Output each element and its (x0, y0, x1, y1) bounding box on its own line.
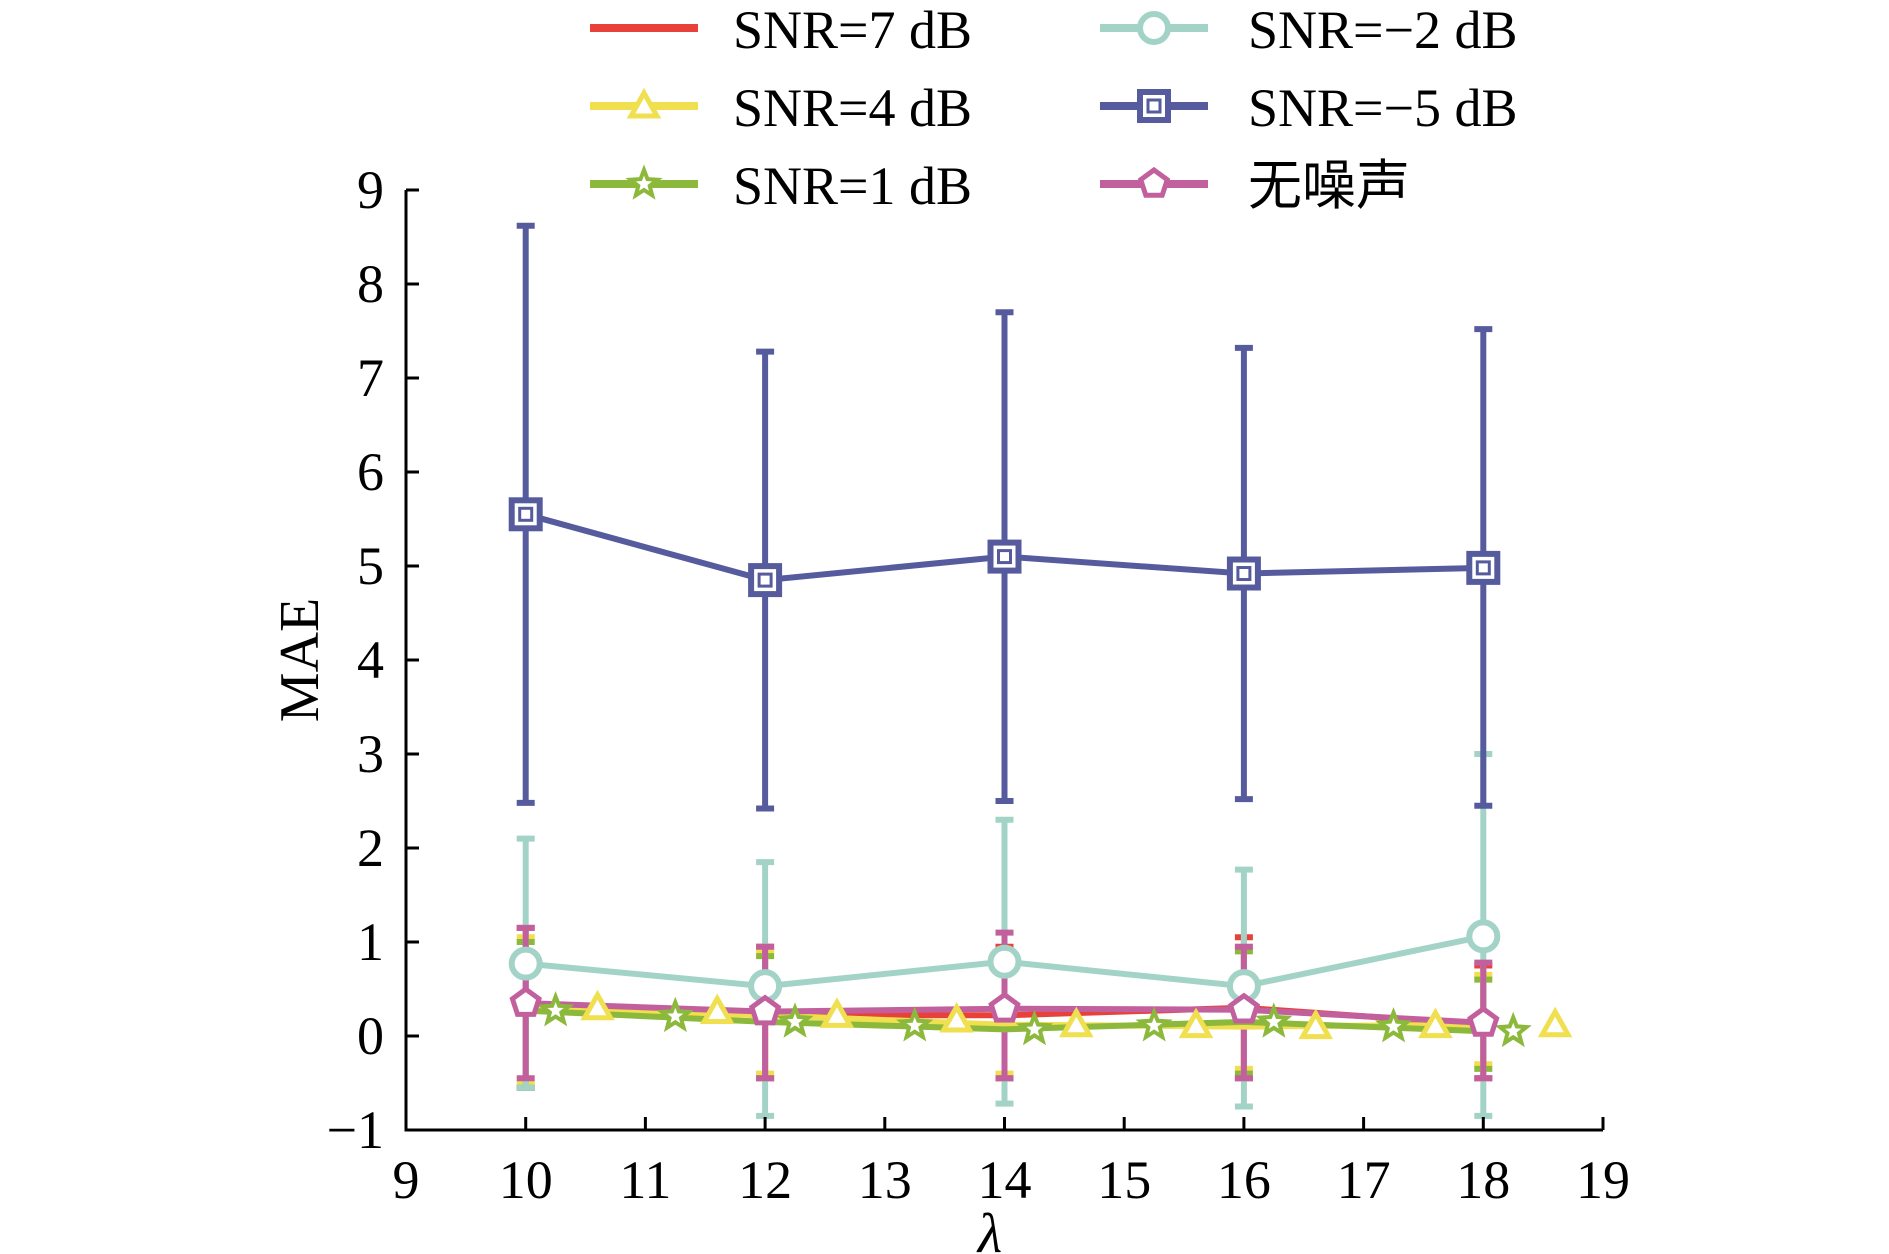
error-bars (516, 222, 1493, 1119)
series-5-point (748, 994, 782, 1026)
series-2-point-extra (656, 996, 694, 1033)
series-3-point (508, 946, 543, 981)
series-5-point (988, 991, 1021, 1023)
series-2-point-extra (1135, 1006, 1173, 1042)
legend-label-2: SNR=1 dB (733, 156, 972, 216)
legend-marker-4 (1137, 89, 1171, 123)
y-tick-label: 1 (357, 912, 384, 972)
x-tick-label: 15 (1097, 1150, 1151, 1210)
y-tick-label: 7 (357, 348, 384, 408)
legend-label-1: SNR=4 dB (733, 78, 972, 138)
series-1-point (1298, 1008, 1334, 1040)
x-axis-label: λ (976, 1203, 1002, 1254)
series-1-point-extra (1418, 1007, 1453, 1039)
legend-marker-1 (626, 87, 662, 119)
legend-label-4: SNR=−5 dB (1248, 78, 1517, 138)
x-tick-label: 16 (1217, 1150, 1271, 1210)
x-tick-label: 17 (1337, 1150, 1391, 1210)
series-4-point-inner (997, 549, 1012, 565)
series-3-point (987, 944, 1022, 979)
series-1-point (580, 989, 615, 1021)
series-1-point-extra (1178, 1007, 1214, 1039)
y-tick-label: 5 (357, 536, 384, 596)
series-markers (508, 497, 1573, 1048)
series-4-point (1466, 550, 1501, 585)
x-tick-label: 12 (738, 1150, 792, 1210)
series-4-point-inner (1236, 566, 1252, 582)
y-tick-label: 4 (357, 630, 384, 690)
series-1-point-extra (939, 1001, 974, 1033)
y-tick-label: 0 (357, 1006, 384, 1066)
y-tick-label: 8 (357, 254, 384, 314)
y-tick-label: 3 (357, 724, 384, 784)
y-axis-ticks: −1 0 1 2 3 4 5 6 7 8 9 (327, 160, 419, 1160)
series-5-point (1467, 1005, 1500, 1037)
series-2-point (776, 1002, 814, 1038)
series-4-point-inner (518, 506, 534, 522)
series-4-point (987, 539, 1022, 574)
y-axis-label: MAE (269, 598, 331, 722)
y-tick-label: −1 (327, 1100, 384, 1160)
legend-label-0: SNR=7 dB (733, 0, 972, 60)
legend-marker-2 (625, 164, 663, 200)
series-4-point (748, 563, 783, 598)
legend-marker-5 (1137, 166, 1171, 198)
series-4-point (1226, 556, 1261, 591)
series-4-point (508, 497, 543, 532)
x-tick-label: 10 (499, 1150, 553, 1210)
series-2-point (1255, 1002, 1293, 1038)
series-2-point (537, 991, 575, 1027)
series-4-point-inner (1475, 560, 1491, 576)
series-1-point (1537, 1006, 1573, 1038)
y-tick-label: 2 (357, 818, 384, 878)
legend: SNR=7 dB SNR=4 dB SNR=1 dB SNR=−2 dB SNR=−5 … (590, 0, 1517, 216)
series-2-point-extra (1374, 1007, 1413, 1043)
legend-marker-4-inner (1146, 98, 1162, 114)
legend-marker-3 (1137, 11, 1171, 45)
series-2-point (1494, 1011, 1532, 1048)
x-tick-label: 11 (619, 1150, 671, 1210)
y-tick-label: 9 (357, 160, 384, 220)
series-4-point-inner (757, 572, 773, 588)
x-tick-label: 9 (393, 1150, 420, 1210)
series-1-point (819, 997, 855, 1028)
legend-label-5: 无噪声 (1248, 156, 1410, 216)
series-3-point (1466, 919, 1501, 954)
series-5-point (1227, 992, 1261, 1024)
series-5-point (509, 986, 542, 1017)
series-2-point-extra (896, 1006, 934, 1042)
x-tick-label: 18 (1456, 1150, 1510, 1210)
series-2-point (1015, 1009, 1053, 1046)
series-1-point-extra (699, 993, 735, 1025)
x-axis-ticks: 9 10 11 12 13 14 15 16 17 18 19 (393, 1117, 1630, 1210)
series-1-point (1059, 1006, 1094, 1038)
y-tick-label: 6 (357, 442, 384, 502)
legend-label-3: SNR=−2 dB (1248, 0, 1517, 60)
x-tick-label: 13 (858, 1150, 912, 1210)
x-tick-label: 19 (1576, 1150, 1630, 1210)
x-tick-label: 14 (978, 1150, 1032, 1210)
